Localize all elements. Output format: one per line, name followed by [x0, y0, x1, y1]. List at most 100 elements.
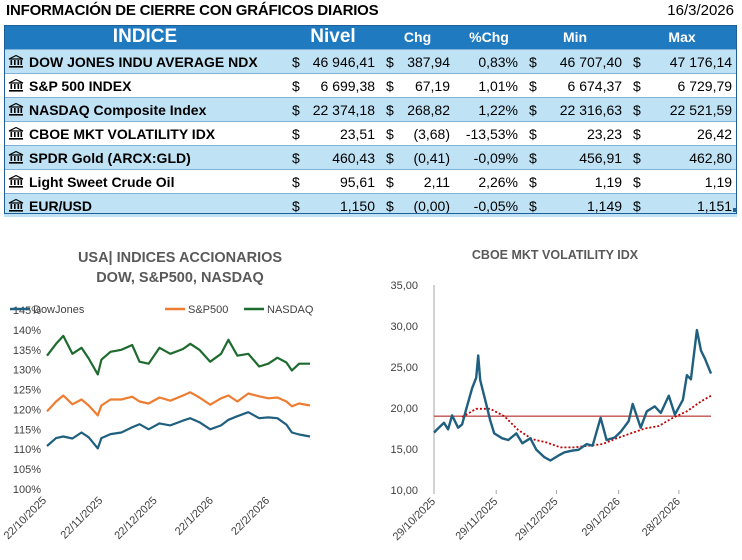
currency-sign-text: $: [633, 173, 641, 190]
vix-chart-title: CBOE MKT VOLATILITY IDX: [471, 248, 639, 262]
pctchg-cell: 1,01%: [455, 73, 524, 98]
chg-cell: 67,19: [396, 73, 456, 98]
table-row: Light Sweet Crude Oil $95,61 $2,11 2,26% $1,…: [4, 169, 738, 194]
col-header-pctchg: %Chg: [455, 25, 524, 50]
pctchg-cell: -0,09%: [455, 145, 524, 170]
currency-sign: $: [627, 73, 644, 98]
bank-icon: [8, 78, 29, 94]
vix-chart: 10,00 15,00 20,00 25,00 30,00 35,00 29/10/2025…: [390, 280, 713, 543]
min-cell: 1,19: [539, 169, 628, 194]
currency-sign: $: [286, 169, 302, 194]
nivel-cell: 46 946,41: [302, 49, 381, 74]
chg-cell: 387,94: [396, 49, 456, 74]
currency-sign: $: [627, 193, 644, 217]
max-cell: 462,80: [643, 145, 738, 170]
currency-sign: $: [523, 97, 540, 122]
currency-sign-text: $: [633, 125, 641, 142]
index-name: SPDR Gold (ARCX:GLD): [4, 145, 286, 170]
bank-icon: [8, 150, 29, 166]
chg-cell-text: (0,00): [413, 197, 451, 214]
legend-label: DowJones: [33, 304, 85, 316]
min-cell-text: 6 674,37: [567, 77, 623, 94]
max-cell: 6 729,79: [643, 73, 738, 98]
nivel-cell-text: 460,43: [332, 149, 376, 166]
nivel-cell: 95,61: [302, 169, 381, 194]
y-tick-label: 135%: [13, 345, 41, 357]
y-tick-label: 20,00: [390, 403, 418, 415]
col-header-nivel: Nivel: [286, 25, 381, 50]
y-tick-label: 115%: [14, 424, 42, 436]
index-name-text: EUR/USD: [29, 197, 93, 214]
chg-cell-text: (3,68): [413, 125, 451, 142]
currency-sign-text: $: [292, 197, 300, 214]
nivel-cell: 6 699,38: [302, 73, 381, 98]
currency-sign-text: $: [292, 149, 300, 166]
currency-sign-text: $: [386, 77, 394, 94]
currency-sign: $: [286, 97, 302, 122]
indices-chart-title-block: USA| INDICES ACCIONARIOS DOW, S&P500, NA…: [30, 248, 330, 288]
currency-sign: $: [286, 145, 302, 170]
nivel-cell: 460,43: [302, 145, 381, 170]
legend-label: NASDAQ: [267, 304, 314, 316]
currency-sign: $: [380, 169, 397, 194]
x-tick-label: 29/12/2025: [513, 496, 560, 543]
chg-cell-text: 387,94: [407, 53, 451, 70]
y-tick-label: 25,00: [390, 362, 418, 374]
bank-icon: [8, 102, 29, 118]
report-date: 16/3/2026: [667, 2, 734, 19]
currency-sign: $: [286, 73, 302, 98]
index-name: Light Sweet Crude Oil: [4, 169, 286, 194]
currency-sign-text: $: [386, 125, 394, 142]
pctchg-cell: 2,26%: [455, 169, 524, 194]
currency-sign: $: [627, 169, 644, 194]
currency-sign-text: $: [529, 53, 537, 70]
currency-sign-text: $: [386, 101, 394, 118]
max-cell-text: 22 521,59: [669, 101, 733, 118]
currency-sign: $: [627, 97, 644, 122]
max-cell-text: 6 729,79: [677, 77, 733, 94]
pctchg-cell-text: -13,53%: [465, 125, 519, 142]
table-row: CBOE MKT VOLATILITY IDX $23,51 $ (3,68) -13,…: [4, 121, 738, 146]
y-tick-label: 100%: [13, 484, 41, 496]
bank-icon: [8, 174, 29, 190]
pctchg-cell-text: 1,01%: [478, 77, 519, 94]
min-cell: 456,91: [539, 145, 628, 170]
col-header-max: Max: [627, 25, 738, 50]
currency-sign: $: [523, 169, 540, 194]
bank-icon: [8, 126, 29, 142]
table-row: S&P 500 INDEX $6 699,38 $67,19 1,01% $6 674,…: [4, 73, 738, 98]
y-tick-label: 110%: [14, 444, 42, 456]
currency-sign: $: [380, 49, 397, 74]
pctchg-cell-text: -0,09%: [473, 149, 519, 166]
series-line-sp500: [46, 391, 311, 417]
y-tick-label: 15,00: [390, 444, 418, 456]
nivel-cell: 1,150: [302, 193, 381, 217]
table-row: NASDAQ Composite Index $22 374,18 $268,82 1…: [4, 97, 738, 122]
col-header-chg: Chg: [380, 25, 456, 50]
currency-sign: $: [286, 121, 302, 146]
chg-cell: 268,82: [396, 97, 456, 122]
index-name: EUR/USD: [4, 193, 286, 217]
currency-sign: $: [523, 49, 540, 74]
currency-sign-text: $: [386, 173, 394, 190]
currency-sign: $: [627, 49, 644, 74]
currency-sign-text: $: [529, 197, 537, 214]
nivel-cell-text: 95,61: [339, 173, 376, 190]
nivel-cell-text: 1,150: [339, 197, 376, 214]
index-name: CBOE MKT VOLATILITY IDX: [4, 121, 286, 146]
chg-cell: (0,00): [396, 193, 456, 217]
currency-sign-text: $: [633, 53, 641, 70]
currency-sign-text: $: [633, 77, 641, 94]
index-name-text: Light Sweet Crude Oil: [29, 173, 175, 190]
currency-sign-text: $: [292, 53, 300, 70]
legend-label: S&P500: [188, 304, 228, 316]
index-name-text: NASDAQ Composite Index: [29, 101, 207, 118]
min-cell-text: 1,19: [594, 173, 623, 190]
currency-sign: $: [286, 193, 302, 217]
currency-sign-text: $: [386, 53, 394, 70]
min-cell: 46 707,40: [539, 49, 628, 74]
index-name-text: S&P 500 INDEX: [29, 77, 132, 94]
nivel-cell: 22 374,18: [302, 97, 381, 122]
currency-sign: $: [523, 73, 540, 98]
y-tick-label: 130%: [13, 365, 41, 377]
